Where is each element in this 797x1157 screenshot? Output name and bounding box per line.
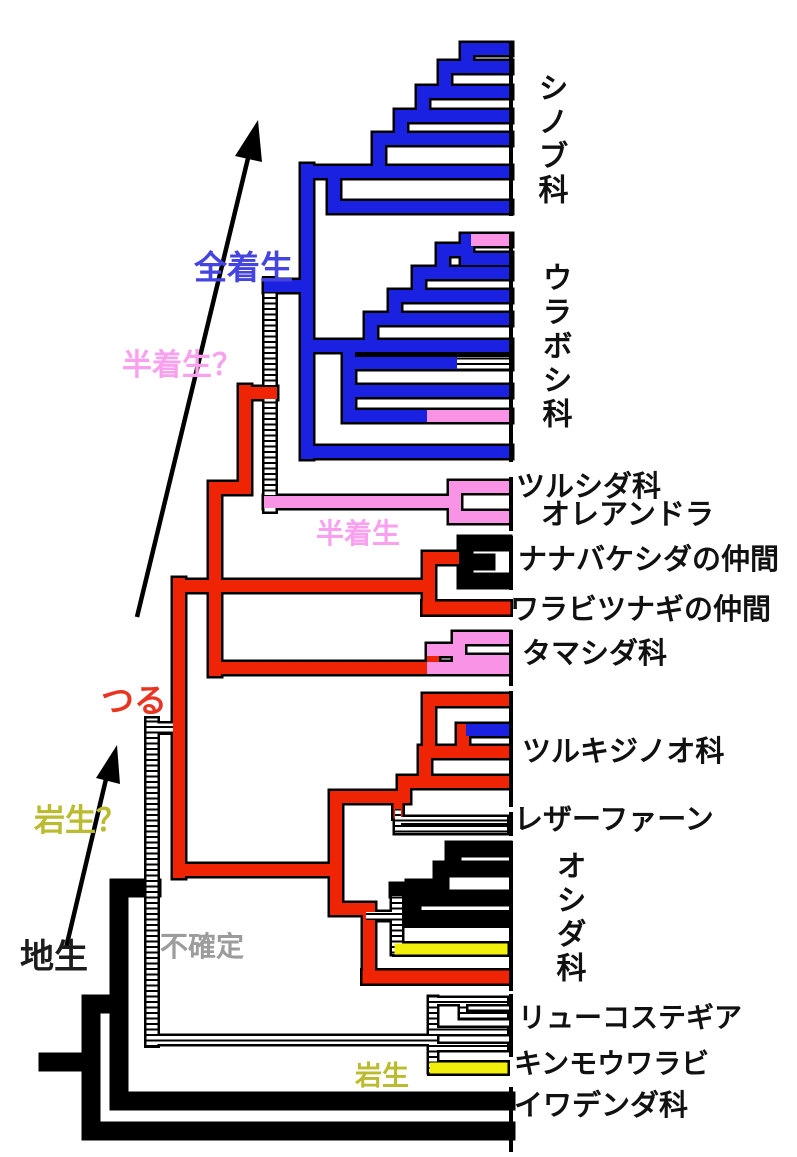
clade-label-tamashida: タマシダ科 <box>522 638 668 670</box>
clade-label-tsurushida: ツルシダ科 <box>516 471 662 503</box>
clade-label-uraboshi: ウラボシ科 <box>537 262 571 432</box>
state-label-rock-q: 岩生？ <box>34 803 127 838</box>
state-label-full-epiphyte: 全着生 <box>194 249 293 286</box>
state-label-hemiepiphyte: 半着生 <box>316 518 401 549</box>
clade-label-kinmouwarabi: キンモウワラビ <box>514 1048 710 1079</box>
state-label-vine: つる <box>101 682 167 719</box>
clade-label-oleandra: オレアンドラ <box>541 499 714 531</box>
state-label-terrestrial: 地生 <box>20 938 88 976</box>
clade-label-iwadenda: イワデンダ科 <box>514 1090 689 1122</box>
clade-label-leucostegia: リューコステギア <box>518 1002 743 1033</box>
clade-label-shinobu: シノブ科 <box>533 72 567 208</box>
clade-label-leather-fern: レザーファーン <box>514 804 714 836</box>
clade-label-nanabake: ナナバケシダの仲間 <box>518 544 780 576</box>
state-label-rock: 岩生 <box>355 1061 409 1091</box>
tree-branches <box>41 43 513 1138</box>
trend-arrow-lower <box>63 745 120 949</box>
clade-label-tsurukijinoo: ツルキジノオ科 <box>522 736 725 768</box>
clade-label-warabitsunagi: ワラビツナギの仲間 <box>510 594 772 626</box>
state-label-uncertain: 不確定 <box>160 931 245 962</box>
state-label-hemiepiphyte-q: 半着生？ <box>122 349 242 382</box>
trend-arrow-upper <box>134 120 262 618</box>
clade-label-oshida: オシダ科 <box>551 850 585 986</box>
